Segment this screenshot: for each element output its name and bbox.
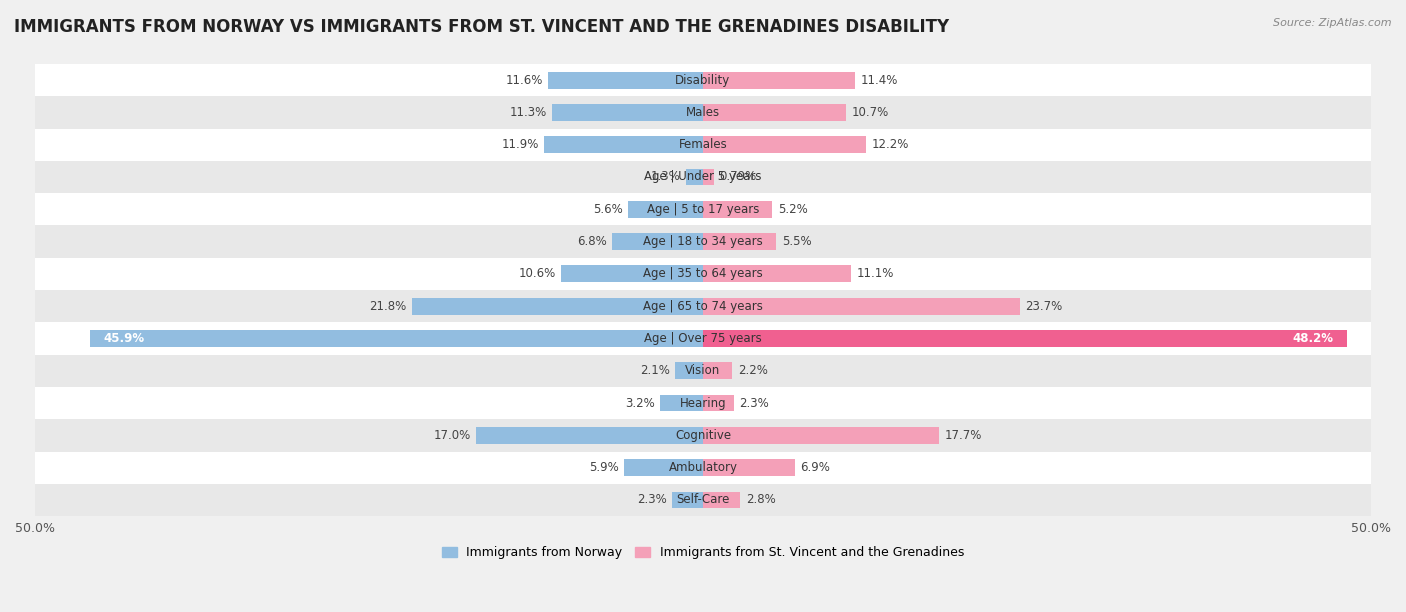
Text: 12.2%: 12.2% <box>872 138 908 151</box>
Text: 48.2%: 48.2% <box>1292 332 1334 345</box>
Text: 5.6%: 5.6% <box>593 203 623 216</box>
Bar <box>703 395 734 411</box>
Text: 11.9%: 11.9% <box>502 138 538 151</box>
Text: 2.3%: 2.3% <box>740 397 769 409</box>
Text: Vision: Vision <box>685 364 721 377</box>
Bar <box>628 201 703 218</box>
Text: 45.9%: 45.9% <box>103 332 145 345</box>
Text: 11.6%: 11.6% <box>505 73 543 87</box>
Text: Cognitive: Cognitive <box>675 429 731 442</box>
Bar <box>612 233 703 250</box>
Legend: Immigrants from Norway, Immigrants from St. Vincent and the Grenadines: Immigrants from Norway, Immigrants from … <box>436 541 970 564</box>
Bar <box>475 427 703 444</box>
Bar <box>686 168 703 185</box>
Text: 2.8%: 2.8% <box>745 493 776 507</box>
Bar <box>703 362 733 379</box>
Bar <box>35 161 1371 193</box>
Bar <box>703 459 796 476</box>
Bar <box>703 233 776 250</box>
Bar <box>35 225 1371 258</box>
Text: 5.2%: 5.2% <box>778 203 807 216</box>
Bar <box>548 72 703 89</box>
Bar <box>661 395 703 411</box>
Text: 3.2%: 3.2% <box>626 397 655 409</box>
Text: 6.8%: 6.8% <box>576 235 607 248</box>
Text: 11.3%: 11.3% <box>509 106 547 119</box>
Bar <box>703 298 1019 315</box>
Text: Age | Over 75 years: Age | Over 75 years <box>644 332 762 345</box>
Bar <box>553 104 703 121</box>
Text: 11.1%: 11.1% <box>856 267 894 280</box>
Bar <box>703 104 846 121</box>
Text: Disability: Disability <box>675 73 731 87</box>
Text: 2.1%: 2.1% <box>640 364 669 377</box>
Text: Age | 18 to 34 years: Age | 18 to 34 years <box>643 235 763 248</box>
Text: Source: ZipAtlas.com: Source: ZipAtlas.com <box>1274 18 1392 28</box>
Bar <box>35 96 1371 129</box>
Bar <box>35 64 1371 96</box>
Bar <box>35 354 1371 387</box>
Text: 1.3%: 1.3% <box>651 171 681 184</box>
Text: 6.9%: 6.9% <box>800 461 831 474</box>
Text: 17.7%: 17.7% <box>945 429 983 442</box>
Text: Females: Females <box>679 138 727 151</box>
Text: 23.7%: 23.7% <box>1025 300 1062 313</box>
Text: 5.9%: 5.9% <box>589 461 619 474</box>
Text: Males: Males <box>686 106 720 119</box>
Text: 2.3%: 2.3% <box>637 493 666 507</box>
Bar <box>35 258 1371 290</box>
Bar <box>703 266 851 282</box>
Bar <box>672 491 703 509</box>
Bar <box>35 129 1371 161</box>
Bar <box>35 419 1371 452</box>
Bar <box>35 484 1371 516</box>
Bar <box>412 298 703 315</box>
Bar <box>675 362 703 379</box>
Bar <box>624 459 703 476</box>
Text: 10.7%: 10.7% <box>851 106 889 119</box>
Bar <box>703 72 855 89</box>
Text: Age | 65 to 74 years: Age | 65 to 74 years <box>643 300 763 313</box>
Bar <box>35 193 1371 225</box>
Text: IMMIGRANTS FROM NORWAY VS IMMIGRANTS FROM ST. VINCENT AND THE GRENADINES DISABIL: IMMIGRANTS FROM NORWAY VS IMMIGRANTS FRO… <box>14 18 949 36</box>
Text: 0.79%: 0.79% <box>718 171 756 184</box>
Text: Ambulatory: Ambulatory <box>668 461 738 474</box>
Text: Age | 35 to 64 years: Age | 35 to 64 years <box>643 267 763 280</box>
Text: Age | Under 5 years: Age | Under 5 years <box>644 171 762 184</box>
Bar <box>35 323 1371 354</box>
Text: 11.4%: 11.4% <box>860 73 898 87</box>
Text: Age | 5 to 17 years: Age | 5 to 17 years <box>647 203 759 216</box>
Bar <box>703 491 741 509</box>
Bar <box>703 136 866 153</box>
Bar <box>703 427 939 444</box>
Text: 2.2%: 2.2% <box>738 364 768 377</box>
Text: Self-Care: Self-Care <box>676 493 730 507</box>
Bar <box>544 136 703 153</box>
Bar <box>703 201 772 218</box>
Text: 5.5%: 5.5% <box>782 235 811 248</box>
Bar <box>561 266 703 282</box>
Text: 21.8%: 21.8% <box>370 300 406 313</box>
Text: 17.0%: 17.0% <box>433 429 471 442</box>
Text: 10.6%: 10.6% <box>519 267 555 280</box>
Bar <box>35 452 1371 484</box>
Bar <box>35 290 1371 323</box>
Bar <box>703 330 1347 347</box>
Bar <box>703 168 714 185</box>
Bar <box>35 387 1371 419</box>
Text: Hearing: Hearing <box>679 397 727 409</box>
Bar <box>90 330 703 347</box>
